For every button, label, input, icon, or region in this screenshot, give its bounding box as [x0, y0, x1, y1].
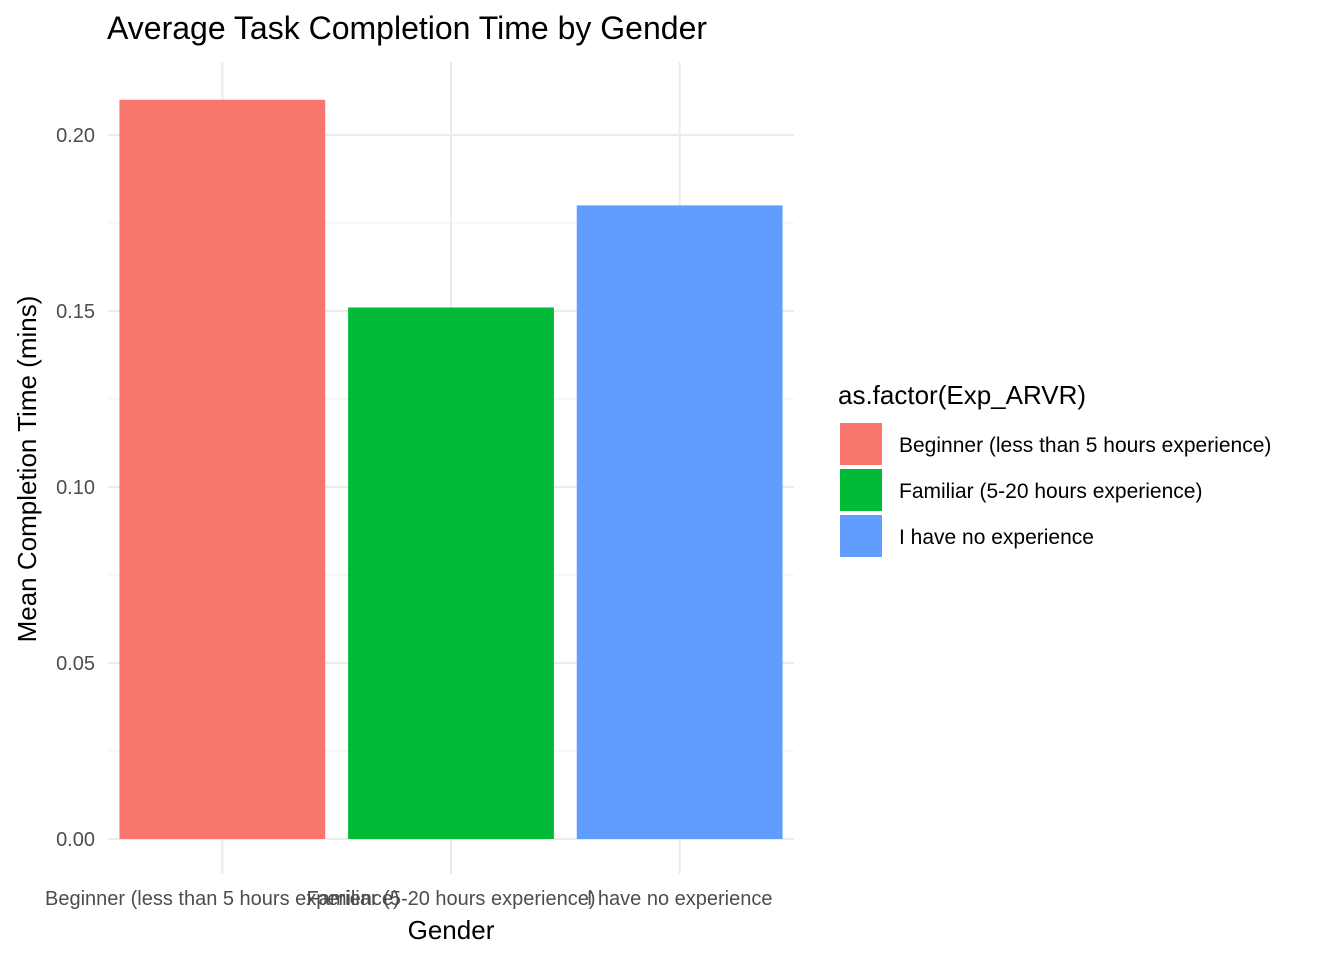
legend-label: I have no experience	[899, 526, 1094, 549]
bar	[119, 99, 326, 840]
y-tick-label: 0.00	[56, 829, 95, 851]
y-tick-label: 0.05	[56, 653, 95, 675]
y-axis-title: Mean Completion Time (mins)	[12, 296, 42, 643]
legend-key	[840, 469, 882, 511]
bar	[348, 307, 554, 840]
x-tick-label: Familiar (5-20 hours experience)	[306, 888, 595, 910]
x-tick-labels: Beginner (less than 5 hours experience)F…	[45, 888, 773, 910]
bar	[576, 205, 783, 839]
x-tick-label: Beginner (less than 5 hours experience)	[45, 888, 400, 910]
y-tick-labels: 0.00 0.05 0.10 0.15 0.20	[56, 125, 95, 851]
y-tick-label: 0.15	[56, 301, 95, 323]
chart-title: Average Task Completion Time by Gender	[107, 10, 707, 46]
y-tick-label: 0.10	[56, 477, 95, 499]
legend-label: Familiar (5-20 hours experience)	[899, 480, 1202, 503]
legend: as.factor(Exp_ARVR) Beginner (less than …	[838, 380, 1271, 557]
x-axis-title: Gender	[408, 915, 495, 945]
bars-layer	[119, 99, 783, 840]
legend-items: Beginner (less than 5 hours experience) F…	[840, 423, 1271, 557]
x-tick-label: I have no experience	[587, 888, 773, 910]
legend-key	[840, 423, 882, 465]
y-tick-label: 0.20	[56, 125, 95, 147]
legend-key	[840, 515, 882, 557]
legend-label: Beginner (less than 5 hours experience)	[899, 434, 1271, 457]
legend-title: as.factor(Exp_ARVR)	[838, 380, 1086, 410]
